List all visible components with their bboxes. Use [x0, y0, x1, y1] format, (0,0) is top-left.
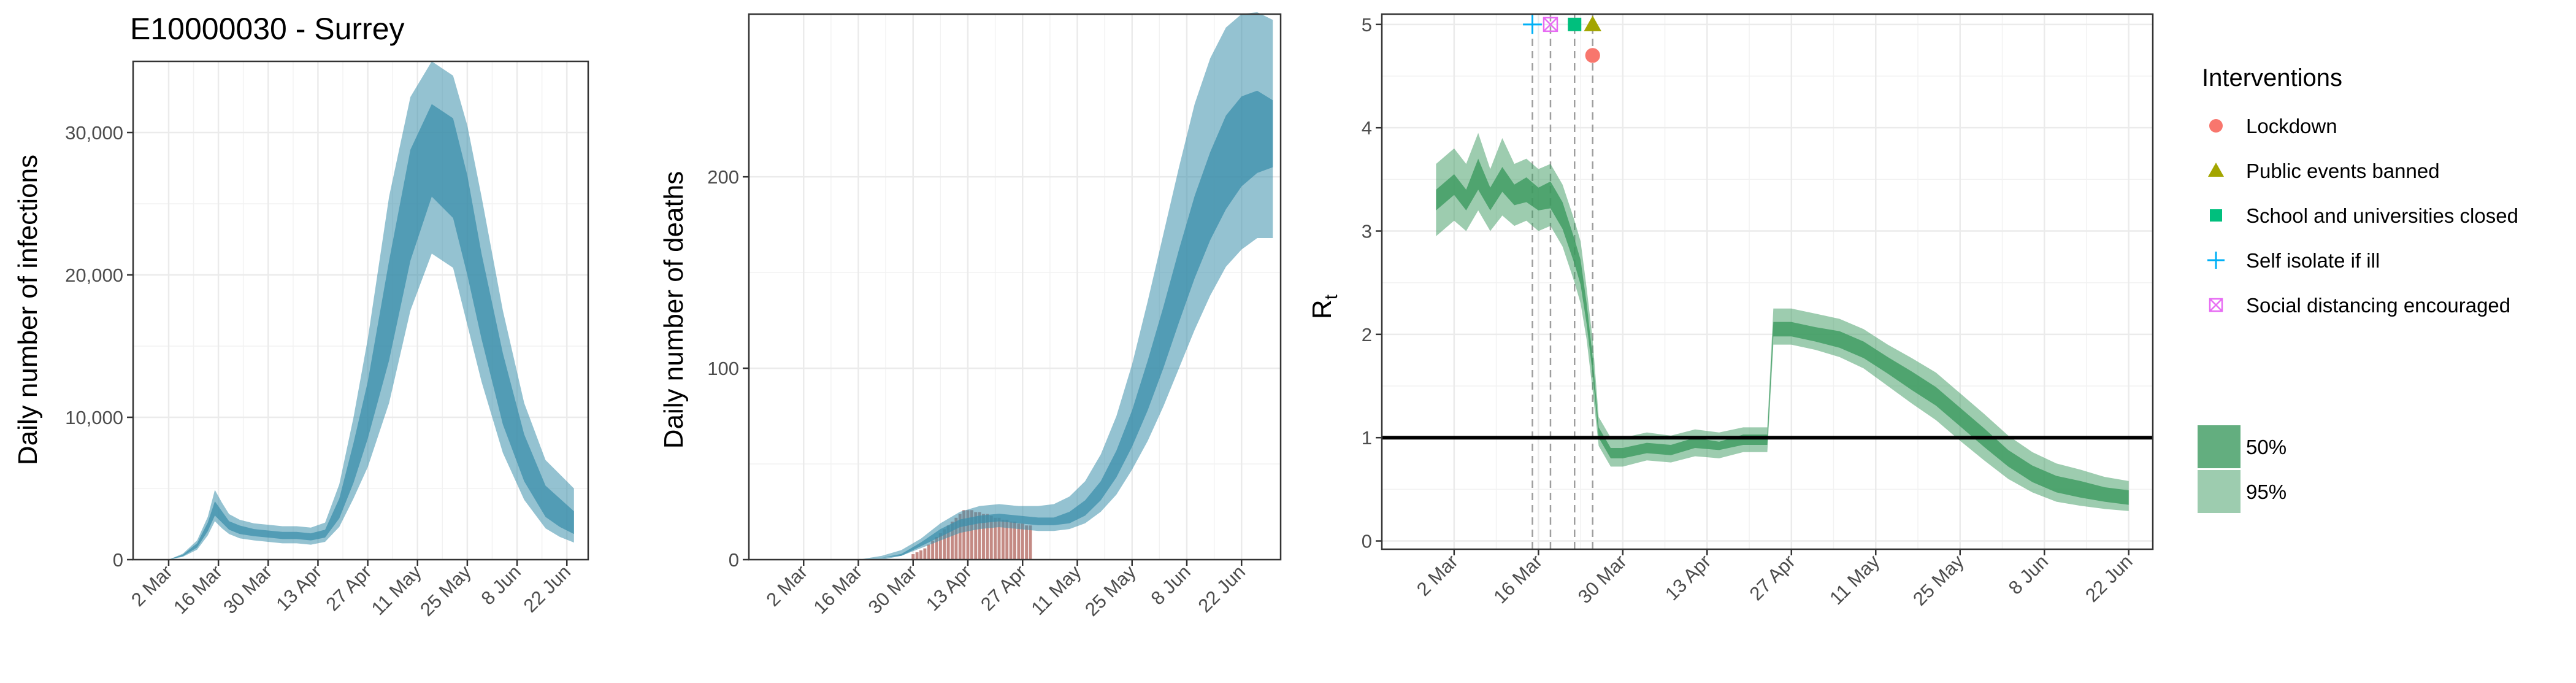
y-tick-label: 100: [707, 358, 739, 379]
infections-y-axis-label: Daily number of infections: [13, 155, 43, 465]
x-tick-label: 11 May: [1027, 561, 1085, 619]
legend-label: School and universities closed: [2246, 204, 2518, 227]
death-bar: [1024, 525, 1029, 560]
y-tick-label: 5: [1362, 14, 1372, 36]
legend-marker-square: [2210, 209, 2222, 222]
death-bar: [914, 552, 919, 560]
y-tick-label: 1: [1362, 427, 1372, 449]
x-tick-label: 25 May: [416, 561, 475, 620]
intervention-marker-circle: [1585, 48, 1600, 63]
legend-interventions-title: Interventions: [2202, 64, 2342, 91]
legend-marker-triangle: [2208, 163, 2224, 177]
x-tick-label: 22 Jun: [2081, 550, 2137, 606]
death-bar: [919, 550, 923, 560]
x-tick-label: 30 Mar: [864, 561, 921, 618]
x-tick-label: 25 May: [1909, 550, 1968, 610]
ci50-band: [168, 104, 574, 560]
ci50-band: [1436, 158, 2129, 505]
legend-marker-circle: [2209, 119, 2223, 133]
y-tick-label: 30,000: [65, 122, 123, 144]
rt-y-axis-label-main: R: [1307, 299, 1337, 319]
intervention-marker-square: [1568, 17, 1582, 31]
x-tick-label: 22 Jun: [519, 561, 575, 617]
ci95-band: [168, 61, 574, 560]
legend-label: Lockdown: [2246, 115, 2337, 137]
death-bar: [911, 554, 916, 560]
legend-marker-plus: [2207, 252, 2225, 269]
legend-interventions: Lockdown Public events banned School and u…: [2207, 115, 2518, 317]
x-tick-label: 16 Mar: [169, 561, 226, 618]
x-tick-label: 25 May: [1081, 561, 1140, 620]
y-tick-label: 20,000: [65, 264, 123, 286]
x-tick-label: 30 Mar: [1574, 550, 1631, 608]
legend-marker-boxcross-d2: [2209, 298, 2223, 312]
deaths-y-axis-label: Daily number of deaths: [659, 171, 689, 449]
death-bar: [922, 547, 927, 560]
legend-ci-swatch: [2198, 470, 2241, 513]
x-tick-label: 13 Apr: [922, 561, 976, 615]
x-tick-label: 11 May: [1825, 550, 1884, 609]
legend-ci-swatch: [2198, 425, 2241, 468]
x-tick-label: 8 Jun: [2004, 550, 2052, 598]
legend-ci-label: 50%: [2246, 436, 2287, 458]
x-tick-label: 8 Jun: [1147, 561, 1195, 609]
legend: Interventions Lockdown Public events bann…: [2198, 64, 2518, 513]
chart-title: E10000030 - Surrey: [130, 12, 405, 46]
x-tick-label: 22 Jun: [1194, 561, 1250, 617]
legend-label: Public events banned: [2246, 160, 2440, 182]
intervention-marker-boxcross: [1543, 17, 1558, 33]
y-tick-label: 0: [1362, 531, 1372, 552]
x-tick-label: 27 Apr: [321, 561, 375, 615]
x-tick-label: 13 Apr: [272, 561, 326, 615]
legend-ci-label: 95%: [2246, 480, 2287, 503]
intervention-marker-boxcross-d2: [1543, 17, 1558, 32]
y-tick-label: 2: [1362, 324, 1372, 345]
x-tick-label: 16 Mar: [1489, 550, 1546, 608]
death-bar: [926, 544, 931, 560]
y-tick-label: 0: [729, 549, 739, 571]
legend-label: Social distancing encouraged: [2246, 294, 2510, 317]
ci50-band: [858, 90, 1273, 560]
rt-panel: Rt 0 1 2 3 4 5 2 Mar 16 Mar 30 Mar 13 Apr 27 Apr 11…: [1307, 13, 2154, 610]
intervention-marker-boxcross-box: [1543, 17, 1558, 33]
panel-border: [1381, 13, 2154, 550]
x-tick-label: 27 Apr: [1746, 550, 1800, 604]
y-tick-label: 0: [113, 549, 123, 571]
legend-label: Self isolate if ill: [2246, 249, 2380, 272]
x-tick-label: 11 May: [367, 561, 426, 619]
x-tick-label: 30 Mar: [219, 561, 276, 618]
x-tick-label: 2 Mar: [1413, 550, 1462, 600]
rt-plot: 0 1 2 3 4 5 2 Mar 16 Mar 30 Mar 13 Apr 27 Apr 11 Ma…: [1362, 13, 2154, 610]
legend-ci: 50% 95%: [2198, 425, 2287, 513]
rt-y-axis-label-subscript: t: [1321, 294, 1341, 299]
panel-border: [748, 13, 1282, 561]
x-tick-label: 8 Jun: [477, 561, 525, 609]
x-tick-label: 13 Apr: [1661, 550, 1715, 604]
death-bar: [1028, 525, 1033, 560]
y-tick-label: 4: [1362, 117, 1372, 139]
x-tick-label: 16 Mar: [809, 561, 866, 618]
intervention-marker-plus: [1523, 15, 1542, 34]
y-tick-label: 10,000: [65, 407, 123, 428]
infections-panel: E10000030 - Surrey Daily number of infec…: [13, 12, 589, 620]
y-tick-label: 200: [707, 166, 739, 188]
x-tick-label: 2 Mar: [762, 561, 811, 611]
legend-marker-boxcross: [2209, 298, 2223, 312]
legend-marker-boxcross-box: [2209, 298, 2223, 312]
y-tick-label: 3: [1362, 221, 1372, 242]
rt-y-axis-label: Rt: [1307, 294, 1341, 319]
x-tick-label: 27 Apr: [976, 561, 1030, 615]
panel-border: [132, 60, 589, 561]
intervention-marker-triangle: [1584, 15, 1602, 31]
